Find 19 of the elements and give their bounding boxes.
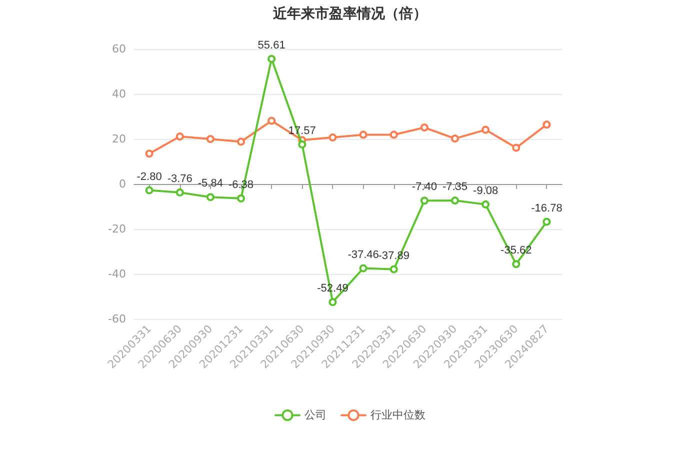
y-tick-label: 60 bbox=[112, 42, 126, 56]
data-label: -16.78 bbox=[531, 202, 562, 214]
chart-title: 近年来市盈率情况（倍） bbox=[272, 5, 427, 22]
y-tick-label: -40 bbox=[108, 268, 126, 280]
data-label: -7.40 bbox=[412, 181, 437, 194]
data-label: -37.46 bbox=[348, 248, 379, 261]
y-tick-label: 0 bbox=[119, 178, 126, 190]
y-tick-label: -60 bbox=[108, 312, 126, 326]
data-label: -9.08 bbox=[473, 184, 498, 197]
data-label: 55.61 bbox=[258, 39, 286, 52]
y-tick-label: -20 bbox=[108, 222, 126, 236]
legend-label: 行业中位数 bbox=[370, 408, 426, 422]
data-label: -7.35 bbox=[442, 181, 468, 194]
data-label: -3.76 bbox=[167, 172, 192, 185]
y-tick-label: 40 bbox=[112, 88, 126, 100]
legend-label: 公司 bbox=[304, 408, 326, 422]
data-label: -5.84 bbox=[198, 178, 223, 190]
data-label: -2.80 bbox=[136, 170, 162, 183]
y-tick-label: 20 bbox=[112, 132, 126, 146]
